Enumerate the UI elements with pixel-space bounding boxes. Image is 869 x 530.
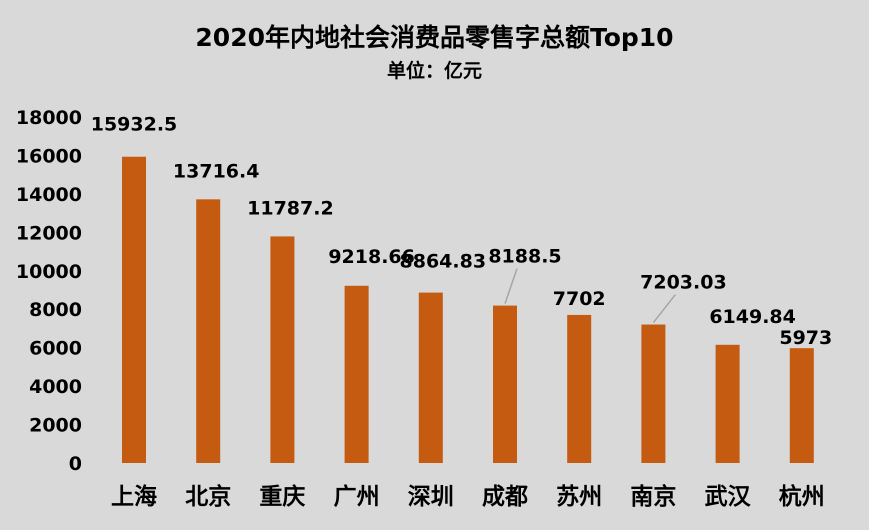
- leader-line: [504, 268, 518, 304]
- y-tick-label: 16000: [16, 145, 82, 167]
- x-category-label: 武汉: [705, 484, 752, 510]
- data-label: 6149.84: [709, 306, 796, 328]
- x-category-label: 北京: [185, 483, 231, 510]
- y-tick-label: 6000: [29, 338, 82, 360]
- y-tick-label: 10000: [16, 261, 82, 283]
- data-label: 9218.66: [328, 246, 415, 268]
- bar: [567, 314, 592, 463]
- bars: [122, 156, 814, 463]
- data-label: 11787.2: [247, 197, 334, 219]
- x-category-label: 深圳: [408, 484, 454, 510]
- data-label: 15932.5: [91, 114, 178, 136]
- x-category-label: 成都: [482, 484, 528, 510]
- x-category-label: 杭州: [779, 483, 825, 510]
- y-tick-label: 14000: [16, 184, 82, 206]
- chart-subtitle: 单位：亿元: [386, 60, 482, 82]
- bar: [270, 236, 295, 463]
- data-label: 7702: [553, 288, 606, 310]
- chart-title: 2020年内地社会消费品零售字总额Top10: [195, 23, 674, 52]
- y-tick-label: 4000: [29, 376, 82, 398]
- y-axis: 0 2000 4000 6000 8000 10000 12000 14000 16000 180…: [16, 107, 82, 475]
- x-axis: 上海 北京 重庆 广州 深圳 成都 苏州 南京 武汉 杭州: [111, 483, 825, 510]
- bar: [418, 292, 443, 463]
- y-tick-label: 12000: [16, 222, 82, 244]
- data-label: 7203.03: [640, 272, 727, 294]
- y-tick-label: 2000: [29, 415, 82, 437]
- data-label: 8188.5: [488, 246, 561, 268]
- leader-line: [652, 294, 676, 324]
- x-category-label: 重庆: [259, 483, 305, 510]
- data-label: 5973: [779, 327, 832, 349]
- x-category-label: 广州: [334, 483, 380, 510]
- bar: [715, 344, 740, 463]
- bar: [789, 348, 814, 463]
- x-category-label: 苏州: [556, 484, 602, 510]
- x-category-label: 上海: [111, 483, 157, 510]
- y-tick-label: 18000: [16, 107, 82, 129]
- data-label: 8864.83: [400, 251, 487, 273]
- bar: [196, 199, 221, 463]
- y-tick-label: 0: [69, 453, 82, 475]
- bar: [641, 324, 666, 463]
- bar: [344, 285, 369, 463]
- data-label: 13716.4: [173, 160, 260, 182]
- bar: [122, 156, 146, 463]
- x-category-label: 南京: [630, 483, 676, 510]
- y-tick-label: 8000: [29, 299, 82, 321]
- bar: [493, 305, 517, 463]
- leader-lines: [504, 268, 676, 324]
